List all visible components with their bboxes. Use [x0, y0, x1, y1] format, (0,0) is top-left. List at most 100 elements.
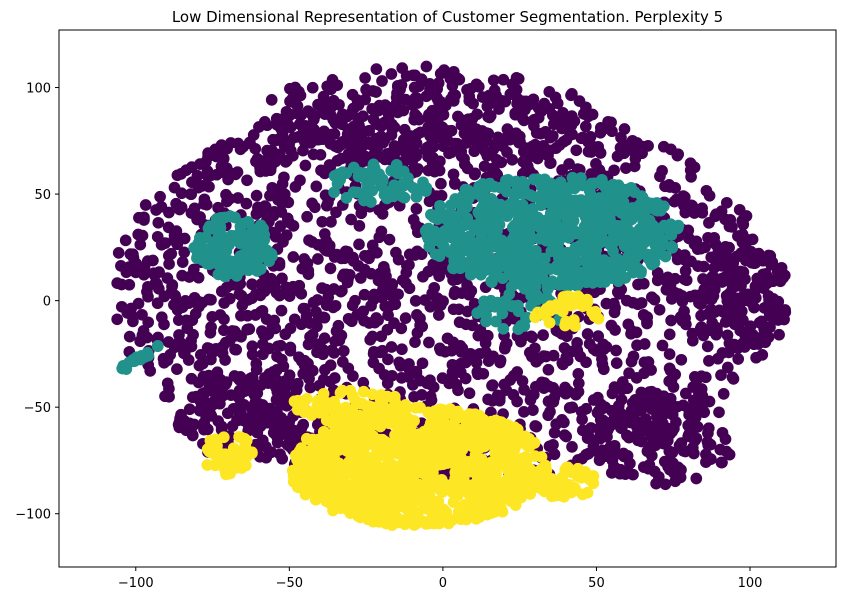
data-point: [757, 277, 769, 289]
data-point: [529, 342, 541, 355]
data-point: [724, 287, 737, 299]
y-tick-label: 50: [34, 188, 51, 203]
data-point: [407, 181, 419, 194]
data-point: [432, 309, 445, 321]
data-point: [219, 255, 232, 267]
data-point: [453, 316, 466, 329]
data-point: [454, 454, 467, 467]
data-point: [297, 124, 310, 136]
data-point: [716, 426, 729, 439]
data-point: [551, 263, 564, 276]
data-point: [249, 263, 262, 276]
data-point: [465, 432, 478, 445]
data-point: [569, 320, 581, 332]
data-point: [151, 340, 164, 353]
data-point: [488, 433, 500, 446]
data-point: [385, 68, 398, 80]
data-point: [710, 328, 723, 341]
data-point: [454, 366, 467, 379]
data-point: [397, 104, 410, 117]
series-cluster-2: [201, 290, 605, 531]
data-point: [359, 72, 371, 84]
data-point: [575, 194, 587, 206]
data-point: [487, 143, 500, 156]
data-point: [441, 457, 454, 469]
data-point: [409, 401, 422, 414]
data-point: [592, 330, 605, 342]
data-point: [732, 353, 745, 365]
data-point: [298, 253, 311, 265]
data-point: [390, 469, 402, 482]
data-point: [297, 418, 310, 431]
data-point: [154, 190, 166, 203]
data-point: [682, 419, 695, 432]
data-point: [573, 95, 586, 107]
data-point: [183, 403, 196, 416]
data-point: [428, 281, 441, 294]
data-point: [413, 80, 425, 93]
data-point: [472, 368, 484, 381]
data-point: [572, 385, 585, 398]
data-point: [304, 381, 317, 394]
data-point: [448, 407, 461, 420]
data-point: [185, 340, 198, 353]
data-point: [151, 278, 163, 290]
data-point: [170, 225, 183, 237]
data-point: [627, 409, 640, 421]
data-point: [635, 226, 648, 239]
data-point: [376, 75, 388, 87]
data-point: [518, 406, 530, 418]
data-point: [548, 448, 561, 461]
data-point: [437, 295, 449, 308]
data-point: [246, 348, 259, 361]
data-point: [322, 291, 335, 304]
data-point: [627, 350, 640, 363]
data-point: [715, 259, 728, 272]
data-point: [488, 256, 501, 269]
data-point: [221, 142, 233, 155]
data-point: [306, 81, 319, 94]
data-point: [308, 485, 320, 498]
data-point: [565, 89, 577, 102]
data-point: [370, 441, 383, 454]
data-point: [584, 188, 597, 201]
data-point: [209, 433, 222, 446]
data-point: [388, 493, 401, 506]
data-point: [469, 495, 481, 508]
data-point: [537, 139, 550, 152]
data-point: [399, 312, 412, 324]
data-point: [483, 220, 496, 233]
data-point: [347, 102, 360, 115]
data-point: [527, 404, 539, 416]
data-point: [241, 323, 254, 336]
data-point: [778, 313, 790, 326]
data-point: [496, 307, 509, 320]
data-point: [359, 412, 372, 425]
data-point: [407, 213, 420, 226]
data-point: [310, 180, 323, 193]
data-point: [656, 165, 668, 177]
data-point: [410, 165, 423, 178]
data-point: [606, 454, 619, 467]
data-point: [292, 108, 305, 120]
x-tick-label: 50: [588, 576, 605, 591]
data-point: [627, 261, 640, 273]
data-point: [409, 295, 422, 307]
data-point: [400, 147, 413, 159]
data-point: [480, 134, 493, 147]
data-point: [258, 116, 271, 128]
data-point: [659, 478, 672, 491]
data-point: [155, 200, 168, 213]
data-point: [479, 346, 492, 358]
data-point: [403, 248, 416, 261]
data-point: [210, 213, 223, 225]
data-point: [456, 256, 469, 269]
data-point: [612, 230, 625, 242]
data-point: [585, 263, 598, 276]
data-point: [379, 133, 391, 145]
data-point: [240, 197, 253, 210]
data-point: [244, 137, 256, 149]
data-point: [218, 313, 230, 326]
data-point: [403, 259, 415, 271]
